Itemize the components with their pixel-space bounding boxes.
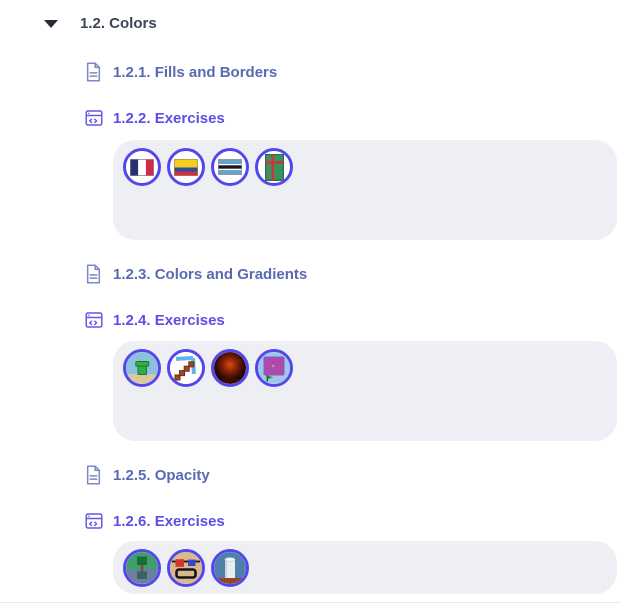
exercise-set-title: 1.2.6. Exercises xyxy=(113,512,225,530)
green-book-with-red-cross[interactable] xyxy=(255,148,293,186)
mario-pipe-scene[interactable] xyxy=(123,349,161,387)
triangle-down-icon[interactable] xyxy=(44,19,58,28)
section-title: 1.2. Colors xyxy=(80,15,157,32)
section-divider xyxy=(0,602,621,603)
glass-on-table[interactable] xyxy=(211,549,249,587)
france-flag[interactable] xyxy=(123,148,161,186)
code-window-icon xyxy=(84,511,103,532)
exercise-set-title: 1.2.2. Exercises xyxy=(113,109,225,127)
colombia-flag[interactable] xyxy=(167,148,205,186)
lesson-row-colors-and-gradients[interactable]: 1.2.3. Colors and Gradients xyxy=(84,263,307,285)
exercise-thumbnails-panel-126 xyxy=(113,541,617,594)
code-window-icon xyxy=(84,310,103,331)
dark-red-sphere[interactable] xyxy=(211,349,249,387)
exercise-row-122[interactable]: 1.2.2. Exercises xyxy=(84,107,225,129)
exercise-row-126[interactable]: 1.2.6. Exercises xyxy=(84,510,225,532)
document-icon xyxy=(84,264,103,285)
face-with-3d-glasses[interactable] xyxy=(167,549,205,587)
brown-stairs-with-blue-bars[interactable] xyxy=(167,349,205,387)
exercise-row-124[interactable]: 1.2.4. Exercises xyxy=(84,309,225,331)
tree-with-water-reflection[interactable] xyxy=(123,549,161,587)
exercise-thumbnails-panel-124 xyxy=(113,341,617,441)
lesson-title: 1.2.5. Opacity xyxy=(113,466,210,484)
exercise-set-title: 1.2.4. Exercises xyxy=(113,311,225,329)
lesson-row-fills-and-borders[interactable]: 1.2.1. Fills and Borders xyxy=(84,61,277,83)
lesson-title: 1.2.1. Fills and Borders xyxy=(113,63,278,81)
lesson-title: 1.2.3. Colors and Gradients xyxy=(113,265,308,283)
botswana-flag[interactable] xyxy=(211,148,249,186)
code-window-icon xyxy=(84,108,103,129)
section-row-colors[interactable]: 1.2. Colors xyxy=(44,15,157,32)
magenta-grid-with-green-flag[interactable] xyxy=(255,349,293,387)
document-icon xyxy=(84,465,103,486)
lesson-row-opacity[interactable]: 1.2.5. Opacity xyxy=(84,464,210,486)
exercise-thumbnails-panel-122 xyxy=(113,140,617,240)
document-icon xyxy=(84,62,103,83)
